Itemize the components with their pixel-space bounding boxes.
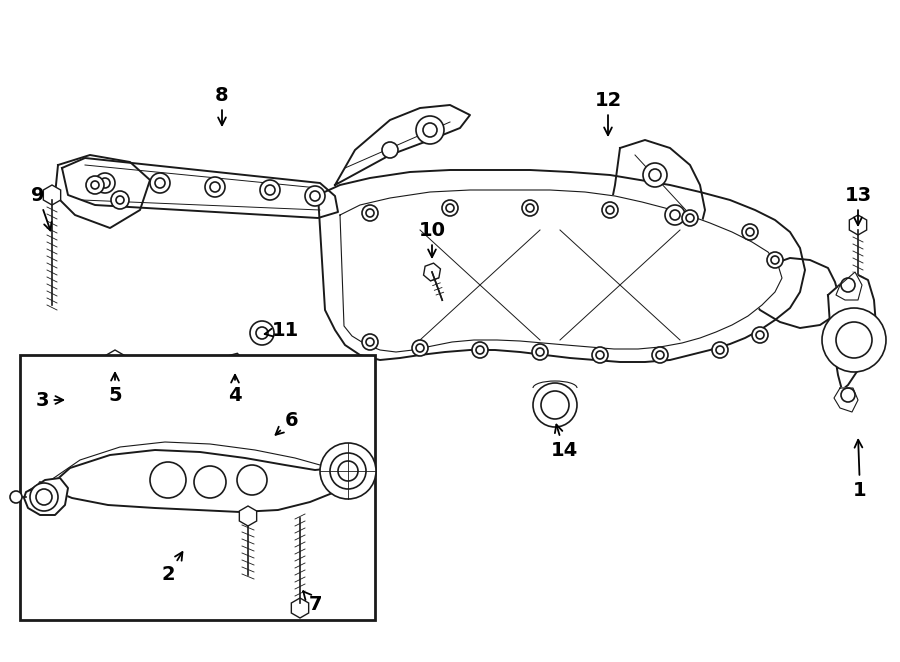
- Text: 6: 6: [275, 410, 299, 435]
- Circle shape: [362, 205, 378, 221]
- Text: 5: 5: [108, 373, 122, 404]
- Text: 7: 7: [303, 591, 322, 614]
- Text: 13: 13: [844, 185, 871, 225]
- Circle shape: [250, 321, 274, 345]
- Circle shape: [423, 123, 437, 137]
- Polygon shape: [24, 478, 68, 515]
- Circle shape: [446, 204, 454, 212]
- Circle shape: [652, 347, 668, 363]
- Circle shape: [532, 344, 548, 360]
- Circle shape: [596, 351, 604, 359]
- Circle shape: [541, 391, 569, 419]
- Polygon shape: [318, 170, 805, 362]
- Circle shape: [155, 178, 165, 188]
- Circle shape: [362, 334, 378, 350]
- Circle shape: [237, 465, 267, 495]
- Circle shape: [310, 191, 320, 201]
- Circle shape: [108, 356, 122, 370]
- Circle shape: [320, 443, 376, 499]
- Circle shape: [841, 278, 855, 292]
- Circle shape: [656, 351, 664, 359]
- Polygon shape: [340, 190, 782, 352]
- Circle shape: [210, 182, 220, 192]
- Bar: [20, 355, 375, 620]
- Circle shape: [771, 256, 779, 264]
- Polygon shape: [38, 450, 348, 512]
- Text: 10: 10: [418, 220, 446, 258]
- Circle shape: [36, 489, 52, 505]
- Circle shape: [649, 169, 661, 181]
- Circle shape: [606, 206, 614, 214]
- Circle shape: [526, 204, 534, 212]
- Text: 8: 8: [215, 85, 229, 125]
- Circle shape: [116, 196, 124, 204]
- Circle shape: [150, 462, 186, 498]
- Circle shape: [412, 340, 428, 356]
- Circle shape: [366, 209, 374, 217]
- Polygon shape: [745, 258, 840, 328]
- Circle shape: [205, 177, 225, 197]
- Circle shape: [30, 483, 58, 511]
- Circle shape: [111, 191, 129, 209]
- Circle shape: [533, 383, 577, 427]
- Text: 14: 14: [551, 424, 578, 459]
- Circle shape: [305, 186, 325, 206]
- Polygon shape: [836, 272, 862, 300]
- Circle shape: [752, 327, 768, 343]
- Circle shape: [592, 347, 608, 363]
- Circle shape: [536, 348, 544, 356]
- Polygon shape: [610, 140, 705, 252]
- Circle shape: [841, 388, 855, 402]
- Circle shape: [86, 176, 104, 194]
- Polygon shape: [834, 388, 858, 412]
- Circle shape: [416, 344, 424, 352]
- Circle shape: [822, 308, 886, 372]
- Circle shape: [256, 327, 268, 339]
- Circle shape: [95, 173, 115, 193]
- Text: 4: 4: [229, 375, 242, 404]
- Circle shape: [260, 180, 280, 200]
- Text: 1: 1: [853, 440, 867, 500]
- Circle shape: [10, 491, 22, 503]
- Circle shape: [670, 210, 680, 220]
- Circle shape: [602, 202, 618, 218]
- Circle shape: [476, 346, 484, 354]
- Polygon shape: [828, 275, 876, 390]
- Circle shape: [100, 178, 110, 188]
- Circle shape: [338, 461, 358, 481]
- Circle shape: [366, 338, 374, 346]
- Polygon shape: [335, 105, 470, 185]
- Circle shape: [643, 163, 667, 187]
- Circle shape: [265, 185, 275, 195]
- Circle shape: [665, 205, 685, 225]
- Circle shape: [472, 342, 488, 358]
- Circle shape: [522, 200, 538, 216]
- Text: 3: 3: [35, 391, 63, 410]
- Circle shape: [194, 466, 226, 498]
- Circle shape: [746, 228, 754, 236]
- Circle shape: [91, 181, 99, 189]
- Circle shape: [442, 200, 458, 216]
- Circle shape: [767, 252, 783, 268]
- Circle shape: [756, 331, 764, 339]
- Text: 9: 9: [32, 185, 51, 230]
- Text: 2: 2: [161, 552, 183, 585]
- Circle shape: [682, 210, 698, 226]
- Circle shape: [382, 142, 398, 158]
- Circle shape: [716, 346, 724, 354]
- Polygon shape: [62, 158, 338, 218]
- Circle shape: [686, 214, 694, 222]
- Polygon shape: [55, 155, 150, 228]
- Text: 11: 11: [265, 320, 299, 340]
- Circle shape: [836, 322, 872, 358]
- Circle shape: [150, 173, 170, 193]
- Text: 12: 12: [594, 91, 622, 135]
- Circle shape: [416, 116, 444, 144]
- Circle shape: [742, 224, 758, 240]
- Circle shape: [330, 453, 366, 489]
- Circle shape: [712, 342, 728, 358]
